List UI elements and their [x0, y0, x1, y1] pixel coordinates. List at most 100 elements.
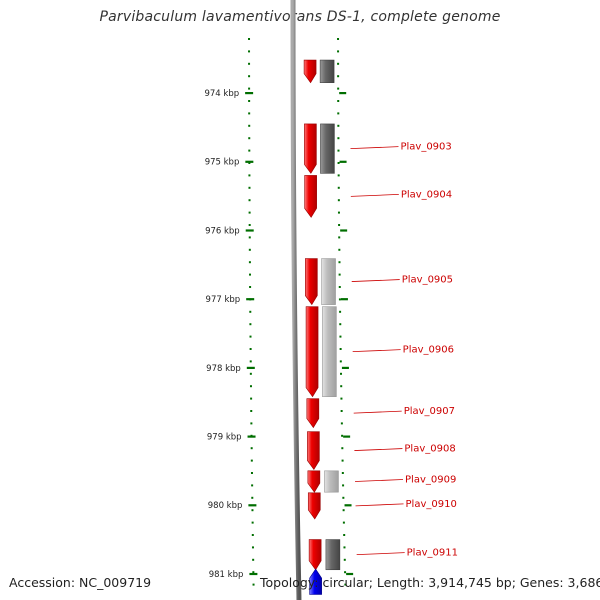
scale-tick-label: 974 kbp — [204, 89, 239, 99]
scale-dot — [339, 348, 342, 350]
scale-tick-right — [341, 366, 349, 369]
scale-dot — [249, 286, 252, 288]
scale-dot — [341, 434, 344, 437]
gene-label-leader — [355, 503, 404, 507]
blast-hit-bar — [321, 258, 336, 305]
scale-dot — [248, 100, 251, 102]
scale-tick-label: 978 kbp — [206, 364, 241, 374]
scale-dot — [340, 422, 343, 425]
scale-tick-right — [339, 92, 347, 95]
gene-arrow — [303, 59, 317, 84]
gene-label: Plav_0909 — [405, 475, 456, 486]
scale-dot — [248, 199, 251, 202]
scale-dot — [251, 546, 254, 549]
scale-dot — [250, 397, 253, 400]
scale-dot — [248, 38, 251, 40]
scale-dot — [248, 224, 251, 226]
scale-dot — [337, 199, 340, 202]
scale-dot — [343, 534, 346, 536]
scale-tick-label: 975 kbp — [205, 158, 240, 168]
scale-dot — [342, 484, 345, 487]
gene-label-leader — [351, 279, 400, 282]
blast-hit-bar — [324, 470, 339, 493]
topology-summary: Topology: circular; Length: 3,914,745 bp… — [260, 575, 600, 590]
scale-dot — [249, 323, 252, 326]
scale-dot — [250, 410, 253, 412]
scale-dot — [248, 236, 251, 239]
scale-tick-label: 979 kbp — [207, 433, 242, 443]
scale-tick-left — [246, 366, 255, 369]
scale-dot — [337, 75, 340, 78]
gene-label: Plav_0911 — [407, 548, 458, 559]
scale-dot — [343, 546, 346, 549]
scale-tick-left — [245, 92, 254, 95]
scale-tick-right — [339, 160, 347, 163]
scale-dot — [337, 124, 340, 127]
scale-dot — [339, 310, 342, 313]
scale-dot — [340, 372, 343, 375]
gene-label: Plav_0910 — [406, 499, 457, 510]
scale-dot — [248, 174, 251, 177]
scale-dot — [250, 459, 253, 462]
scale-dot — [337, 38, 340, 40]
gene-arrow — [308, 539, 322, 571]
gene-arrow-forward — [309, 568, 322, 595]
scale-tick-label: 977 kbp — [206, 295, 241, 305]
gene-arrow — [304, 175, 317, 218]
scale-dot — [338, 261, 341, 264]
scale-dot — [337, 62, 340, 65]
blast-hit-bar — [319, 59, 335, 83]
scale-dot — [337, 149, 340, 152]
scale-dot — [248, 149, 251, 152]
scale-dot — [343, 558, 346, 561]
scale-dot — [248, 124, 251, 127]
scale-dot — [250, 447, 253, 450]
scale-tick-right — [343, 435, 351, 438]
scale-dot — [248, 211, 251, 214]
scale-tick-right — [344, 504, 352, 507]
gene-arrow — [307, 470, 321, 493]
scale-tick-label: 980 kbp — [208, 501, 243, 511]
scale-dot — [249, 273, 251, 276]
scale-dot — [250, 472, 253, 474]
gene-arrow — [306, 398, 320, 429]
scale-dot — [341, 447, 344, 450]
scale-dot — [248, 87, 251, 90]
scale-dot — [252, 583, 255, 586]
scale-dot — [248, 137, 251, 140]
scale-ticks: 974 kbp 975 kbp 976 kbp 977 kbp 978 kbp 979 k… — [204, 89, 354, 580]
gene-arrow — [305, 258, 318, 306]
scale-dot — [341, 459, 344, 462]
scale-dot — [342, 521, 345, 524]
scale-dot — [248, 162, 251, 164]
gene-label-leader — [356, 552, 405, 556]
scale-dot — [342, 509, 345, 512]
scale-dot — [338, 273, 341, 276]
scale-dot — [249, 335, 252, 338]
scale-tick-right — [340, 229, 348, 232]
scale-dot — [251, 496, 254, 499]
genome-title: Parvibaculum lavamentivorans DS-1, compl… — [99, 9, 501, 25]
gene-label: Plav_0905 — [402, 275, 453, 286]
gene-label-leader — [352, 349, 401, 353]
genome-backbone — [290, 0, 302, 600]
scale-dot — [249, 372, 252, 375]
scale-dot — [339, 335, 342, 338]
scale-dot — [341, 472, 344, 474]
gene-arrow — [307, 431, 320, 471]
scale-dot — [338, 298, 341, 301]
scale-dot — [339, 323, 342, 326]
gene-arrow — [305, 306, 319, 398]
scale-tick-left — [245, 160, 254, 163]
scale-dot — [337, 112, 340, 115]
gene-label-leader — [353, 410, 402, 414]
gene-label-leader — [354, 448, 403, 451]
blast-hit-bar — [320, 123, 335, 174]
scale-tick-left — [246, 298, 255, 301]
gene-labels: Plav_0903 Plav_0904 Plav_0905 Plav_0906 Plav… — [350, 142, 458, 559]
blast-hit-bar — [322, 306, 337, 397]
scale-tick-left — [249, 572, 258, 576]
scale-dot — [337, 162, 340, 164]
scale-dots-right — [337, 38, 347, 586]
